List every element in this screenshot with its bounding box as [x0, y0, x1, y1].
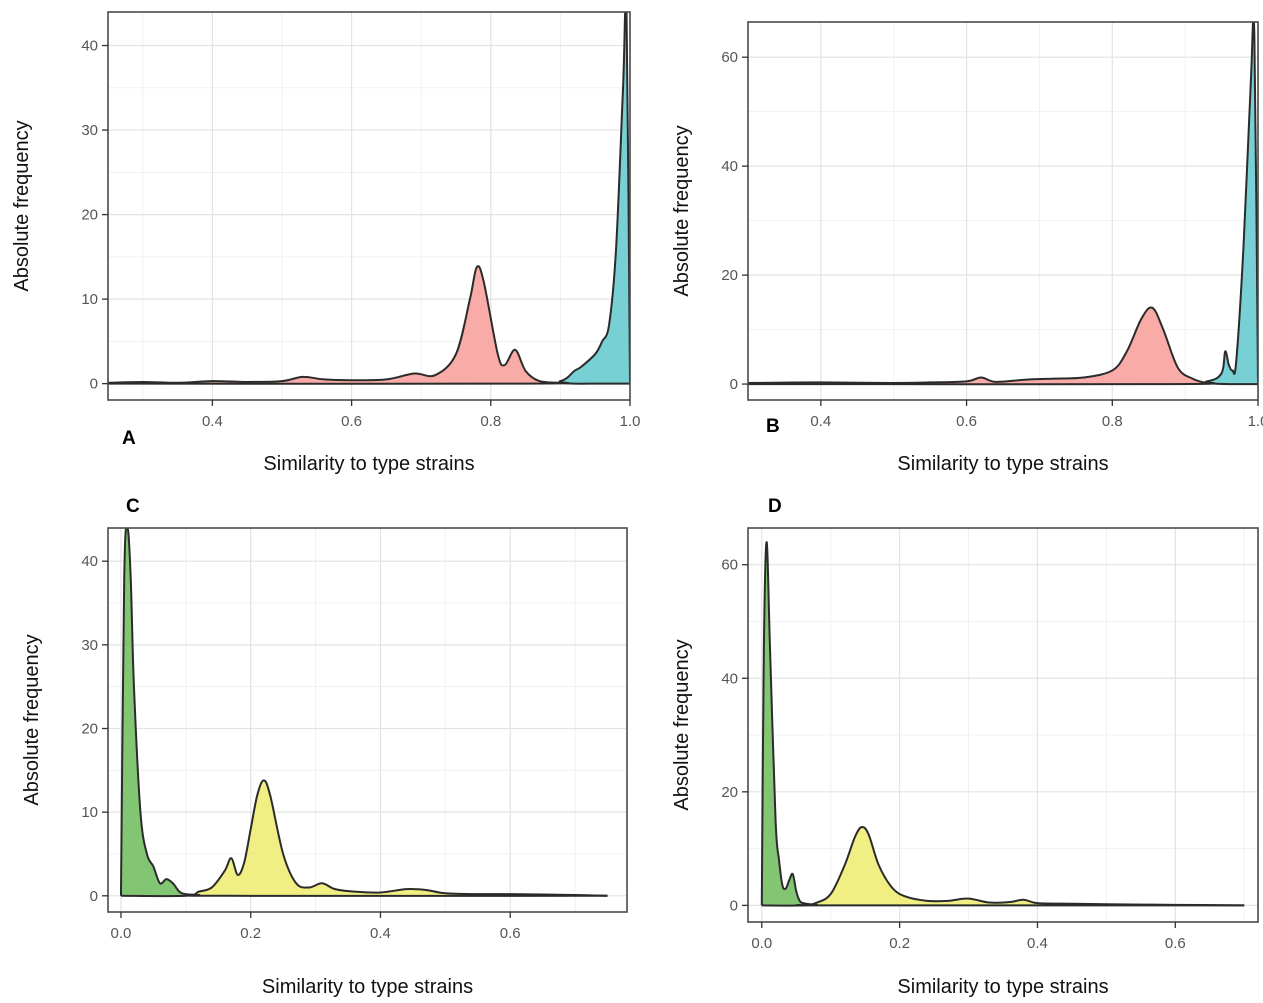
density-area-series-1 [748, 307, 1258, 385]
x-axis-label: Similarity to type strains [897, 453, 1108, 475]
y-tick-label: 0 [90, 888, 98, 905]
x-tick-label: 0.0 [751, 935, 772, 952]
y-tick-label: 60 [721, 557, 738, 574]
panel-c: 0.0 0.2 0.4 0.6 0 10 20 30 40 Similarity to type … [21, 496, 628, 998]
x-tick-label: 0.4 [810, 413, 831, 430]
x-tick-label: 0.4 [1027, 935, 1048, 952]
x-tick-label: 0.6 [500, 925, 521, 942]
x-axis-label: Similarity to type strains [262, 976, 473, 998]
panel-label: C [126, 496, 140, 517]
plot-border [747, 21, 1259, 401]
density-line-series-2 [120, 779, 608, 898]
panel-d: 0.0 0.2 0.4 0.6 0 20 40 60 Similarity to type st… [671, 496, 1259, 998]
x-tick-label: 0.2 [240, 925, 261, 942]
panel-b: 0.4 0.6 0.8 1.0 0 20 40 60 Similarity to type st… [671, 21, 1263, 475]
density-area-series-2 [761, 826, 1245, 906]
density-line-series-1 [119, 528, 608, 897]
density-line-series-2 [761, 825, 1245, 907]
y-tick-label: 30 [81, 637, 98, 654]
y-tick-label: 20 [81, 721, 98, 738]
x-axis-label: Similarity to type strains [263, 453, 474, 475]
density-line-series-1 [760, 540, 1245, 907]
panel-a: 0.4 0.6 0.8 1.0 0 10 20 30 40 Similarity to type … [11, 11, 641, 475]
x-tick-label: 1.0 [620, 413, 641, 430]
series-group [760, 540, 1245, 907]
y-tick-label: 40 [721, 158, 738, 175]
x-tick-label: 0.6 [341, 413, 362, 430]
y-axis-label: Absolute frequency [21, 634, 43, 805]
series-group [108, 12, 630, 385]
density-area-series-1 [108, 266, 630, 384]
series-group [748, 22, 1258, 386]
panel-label: A [122, 428, 136, 449]
y-axis-label: Absolute frequency [11, 120, 33, 291]
y-tick-label: 20 [81, 207, 98, 224]
y-tick-label: 20 [721, 267, 738, 284]
density-area-series-2 [108, 12, 630, 384]
x-tick-label: 0.6 [956, 413, 977, 430]
y-tick-label: 10 [81, 804, 98, 821]
y-tick-label: 40 [81, 553, 98, 570]
x-tick-label: 1.0 [1248, 413, 1263, 430]
y-tick-label: 0 [90, 376, 98, 393]
density-line-series-1 [748, 306, 1258, 386]
y-tick-label: 40 [721, 670, 738, 687]
panel-label: B [766, 416, 780, 437]
density-line-series-2 [748, 22, 1258, 386]
y-tick-label: 30 [81, 122, 98, 139]
series-group [119, 528, 608, 898]
plot-border [107, 527, 628, 913]
x-axis-label: Similarity to type strains [897, 976, 1108, 998]
x-tick-label: 0.4 [370, 925, 391, 942]
density-area-series-1 [761, 541, 1245, 906]
y-tick-label: 0 [730, 897, 738, 914]
y-tick-label: 0 [730, 376, 738, 393]
x-tick-label: 0.6 [1165, 935, 1186, 952]
plot-border [747, 527, 1259, 923]
y-axis-label: Absolute frequency [671, 639, 693, 810]
y-axis-label: Absolute frequency [671, 125, 693, 296]
panel-label: D [768, 496, 782, 517]
density-line-series-1 [108, 265, 630, 385]
x-tick-label: 0.0 [111, 925, 132, 942]
y-tick-label: 10 [81, 291, 98, 308]
x-tick-label: 0.8 [480, 413, 501, 430]
y-tick-label: 20 [721, 784, 738, 801]
density-line-series-2 [108, 12, 630, 385]
density-area-series-2 [120, 780, 608, 897]
x-tick-label: 0.8 [1102, 413, 1123, 430]
y-tick-label: 40 [81, 38, 98, 55]
plot-border [107, 11, 631, 401]
x-tick-label: 0.4 [202, 413, 223, 430]
density-area-series-1 [120, 528, 608, 896]
y-tick-label: 60 [721, 49, 738, 66]
x-tick-label: 0.2 [889, 935, 910, 952]
